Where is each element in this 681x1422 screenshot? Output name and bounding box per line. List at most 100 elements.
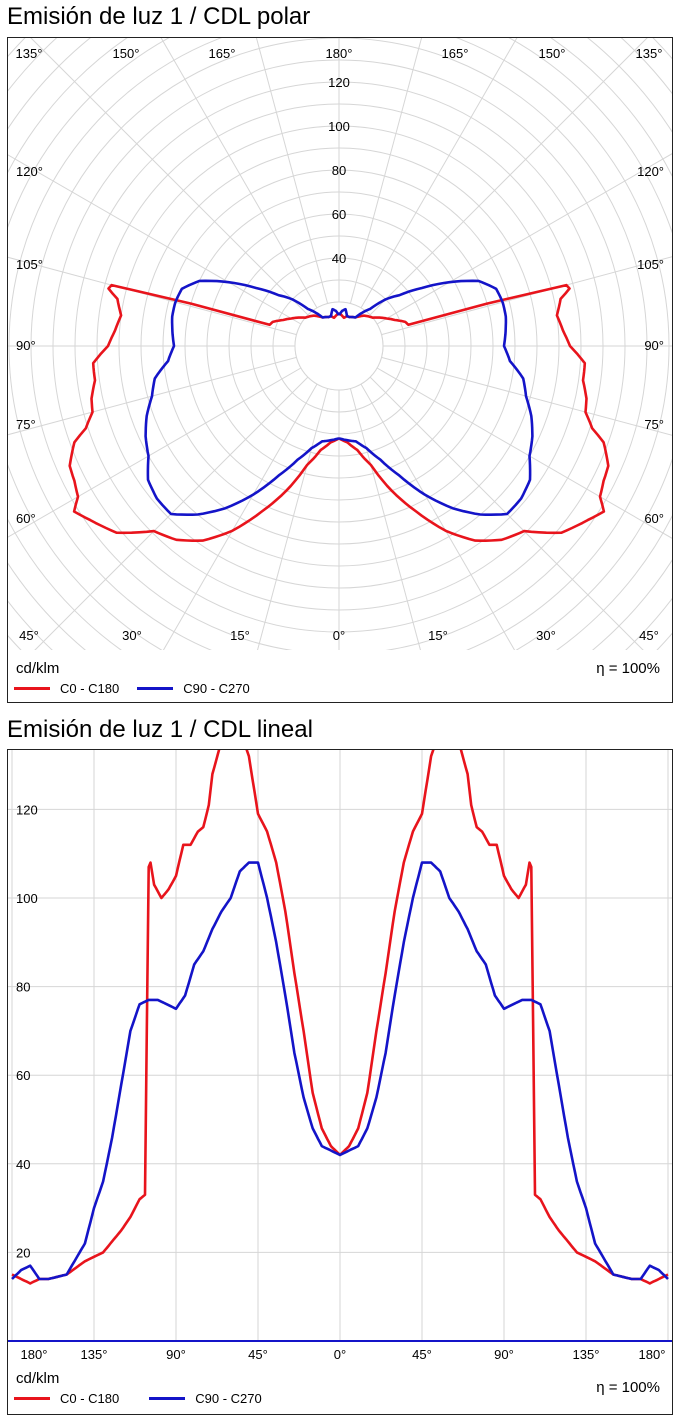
polar-angle-top: 150°: [539, 46, 566, 61]
linear-y-tick-80: 80: [16, 980, 30, 995]
polar-angle-bottom: 45°: [639, 628, 659, 643]
polar-ring: [96, 103, 582, 589]
linear-legend: C0 - C180 C90 - C270: [14, 1391, 280, 1406]
polar-ring: [162, 169, 516, 523]
polar-spoke: [30, 38, 309, 316]
polar-angle-bottom: 15°: [428, 628, 448, 643]
polar-spoke: [8, 367, 302, 538]
polar-legend-c0-label: C0 - C180: [60, 681, 120, 696]
polar-angle-top: 135°: [16, 46, 43, 61]
polar-r-tick-80: 80: [332, 163, 346, 178]
polar-spoke: [160, 38, 318, 309]
linear-chart-frame: 20406080100120140180°135°90°45°0°45°90°1…: [7, 749, 673, 1415]
polar-angle-right: 120°: [637, 164, 664, 179]
linear-y-tick-20: 20: [16, 1245, 30, 1260]
polar-spoke: [255, 38, 329, 304]
polar-angle-bottom: 45°: [19, 628, 39, 643]
linear-x-tick: 90°: [494, 1347, 514, 1362]
linear-chart-svg: 20406080100120140180°135°90°45°0°45°90°1…: [8, 750, 672, 1362]
polar-angle-top: 165°: [209, 46, 236, 61]
polar-spoke: [369, 38, 648, 316]
polar-spoke: [349, 388, 421, 650]
polar-grid: [8, 38, 672, 650]
polar-angle-left: 75°: [16, 417, 36, 432]
linear-x-tick: 135°: [81, 1347, 108, 1362]
polar-spoke: [376, 153, 672, 325]
linear-unit-label: cd/klm: [16, 1370, 60, 1387]
polar-r-tick-100: 100: [328, 119, 350, 134]
polar-spoke: [8, 356, 297, 436]
polar-angle-bottom: 30°: [536, 628, 556, 643]
polar-spoke: [349, 38, 423, 304]
linear-x-tick: 0°: [334, 1347, 346, 1362]
linear-x-tick: 180°: [639, 1347, 666, 1362]
polar-angle-bottom: 15°: [230, 628, 250, 643]
linear-legend-c0: C0 - C180: [14, 1391, 119, 1406]
linear-legend-c90-swatch: [149, 1397, 186, 1400]
linear-x-tick: 135°: [573, 1347, 600, 1362]
polar-angle-right: 60°: [644, 511, 664, 526]
polar-series-c90: [144, 279, 534, 516]
polar-angle-top: 180°: [326, 46, 353, 61]
polar-ring: [30, 38, 648, 650]
polar-angle-right: 90°: [644, 338, 664, 353]
polar-ring: [184, 191, 494, 501]
polar-angle-left: 120°: [16, 164, 43, 179]
polar-angle-right: 105°: [637, 257, 664, 272]
polar-spoke: [360, 38, 518, 309]
polar-ring: [206, 213, 472, 479]
polar-ring: [118, 125, 560, 567]
polar-center-disc: [294, 301, 384, 391]
polar-spoke: [8, 154, 302, 325]
polar-spoke: [381, 256, 672, 336]
polar-angle-left: 60°: [16, 511, 36, 526]
polar-spoke: [381, 356, 672, 436]
polar-ring: [228, 235, 450, 457]
polar-spoke: [257, 388, 329, 650]
polar-angle-top: 150°: [113, 46, 140, 61]
linear-legend-c90: C90 - C270: [149, 1391, 262, 1406]
polar-spoke: [376, 367, 672, 539]
polar-unit-label: cd/klm: [16, 660, 60, 677]
polar-angle-bottom: 30°: [122, 628, 142, 643]
linear-efficiency-label: η = 100%: [596, 1379, 660, 1396]
linear-series-c90: [11, 861, 669, 1281]
polar-spoke: [162, 383, 318, 650]
linear-x-tick: 45°: [412, 1347, 432, 1362]
polar-angle-top: 135°: [636, 46, 663, 61]
linear-x-tick: 45°: [248, 1347, 268, 1362]
polar-legend: C0 - C180 C90 - C270: [14, 681, 268, 696]
polar-efficiency-label: η = 100%: [596, 660, 660, 677]
polar-r-tick-120: 120: [328, 75, 350, 90]
linear-y-tick-100: 100: [16, 891, 38, 906]
linear-y-tick-40: 40: [16, 1157, 30, 1172]
linear-grid: [8, 750, 672, 1341]
linear-chart-title: Emisión de luz 1 / CDL lineal: [7, 716, 313, 743]
polar-angle-bottom: 0°: [333, 628, 345, 643]
linear-legend-c90-label: C90 - C270: [195, 1391, 262, 1406]
polar-ring: [74, 81, 604, 611]
linear-x-tick: 180°: [21, 1347, 48, 1362]
polar-spoke: [360, 383, 516, 650]
polar-r-tick-60: 60: [332, 207, 346, 222]
polar-chart-frame: 40 60 80 100 120 135° 150° 165° 180° 165° 150° 135°…: [7, 37, 673, 703]
polar-ring: [52, 59, 626, 633]
polar-chart-svg: 40 60 80 100 120 135° 150° 165° 180° 165° 150° 135°…: [8, 38, 672, 650]
linear-legend-c0-label: C0 - C180: [60, 1391, 120, 1406]
polar-ring: [250, 257, 428, 435]
polar-angle-right: 75°: [644, 417, 664, 432]
polar-angle-left: 90°: [16, 338, 36, 353]
polar-angle-top: 165°: [442, 46, 469, 61]
polar-spoke: [34, 376, 309, 650]
polar-ring: [140, 147, 538, 545]
polar-ring: [272, 279, 406, 413]
polar-ring: [8, 38, 670, 650]
polar-spoke: [369, 376, 644, 650]
polar-legend-c90: C90 - C270: [137, 681, 250, 696]
linear-x-tick: 90°: [166, 1347, 186, 1362]
polar-legend-c0: C0 - C180: [14, 681, 119, 696]
polar-legend-c0-swatch: [14, 687, 50, 690]
linear-legend-c0-swatch: [14, 1397, 50, 1400]
polar-legend-c90-label: C90 - C270: [183, 681, 250, 696]
polar-legend-c90-swatch: [137, 687, 174, 690]
